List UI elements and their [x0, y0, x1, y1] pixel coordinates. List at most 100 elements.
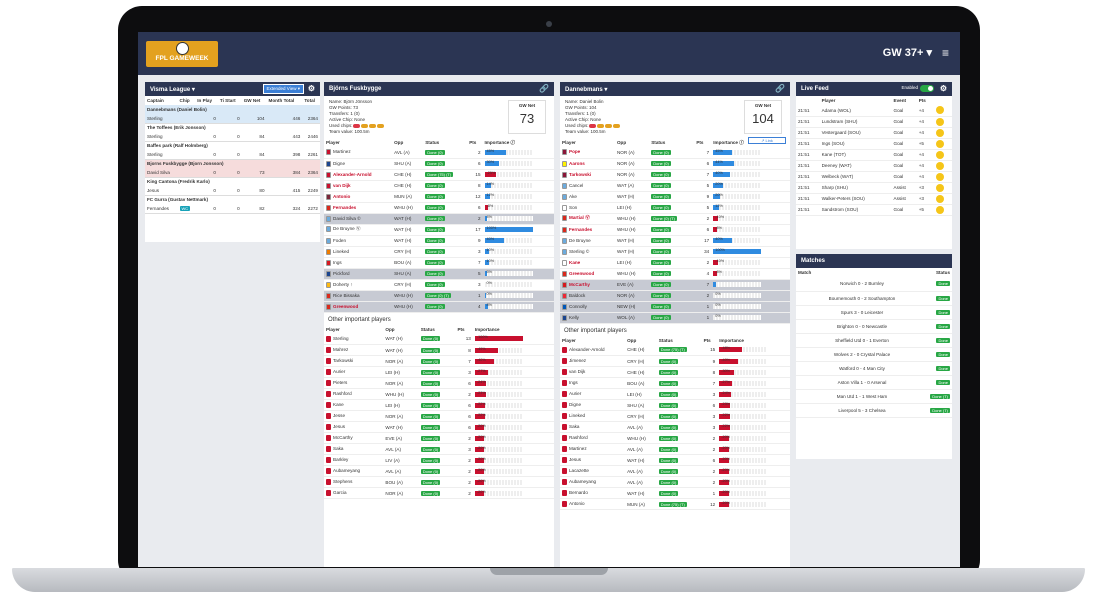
player-name[interactable]: Ings [324, 257, 393, 269]
extended-view-button[interactable]: Extended View ▾ [262, 84, 304, 94]
other-player-row[interactable]: McCarthy EVE (A) Done (0) 2 -20% [324, 432, 554, 444]
match-score[interactable]: Bournemouth 0 - 2 Southampton [796, 291, 928, 306]
player-name-text[interactable]: De Bruyne [569, 237, 591, 243]
other-player-row[interactable]: Digne SHU (A) Done (0) 6 -23% [560, 399, 790, 411]
player-name[interactable]: Martinez [324, 147, 393, 159]
match-row[interactable]: Norwich 0 - 2 Burnley Done [796, 277, 952, 292]
player-name[interactable]: Lineked [560, 410, 626, 422]
player-row[interactable]: Lineked CRY (H) Done (0) 3 10% [324, 246, 554, 258]
player-row[interactable]: De Bruyne WAT (H) Done (0) 17 40% [560, 235, 790, 247]
match-score[interactable]: Norwich 0 - 2 Burnley [796, 277, 928, 292]
league-team-row[interactable]: Bjorns Fuskbygge (Bjorn Jonsson) [145, 159, 320, 168]
other-player-row[interactable]: Rashford WHU (H) Done (0) 2 -20% [560, 432, 790, 444]
player-name[interactable]: Jesse [324, 410, 384, 422]
player-name[interactable]: Ake [560, 191, 615, 203]
match-score[interactable]: Spurs 3 - 0 Leicester [796, 305, 928, 320]
match-score[interactable]: Liverpool 5 - 3 Chelsea [796, 403, 928, 418]
player-name[interactable]: Foden [324, 235, 393, 247]
player-name-text[interactable]: Ings [333, 259, 342, 265]
player-name[interactable]: Aubameyang [324, 465, 384, 477]
player-name-text[interactable]: Kane [333, 402, 344, 408]
match-score[interactable]: Sheffield Utd 0 - 1 Everton [796, 333, 928, 348]
team-name[interactable]: FC Gurra (Gustav Nettmark) [147, 197, 209, 203]
player-name-text[interactable]: Saka [569, 424, 580, 430]
player-name[interactable]: David Silva © [324, 213, 393, 225]
other-player-row[interactable]: Jesus WAT (H) Done (0) 6 -20% [324, 421, 554, 433]
player-name-text[interactable]: Cancel [569, 182, 584, 188]
gear-icon[interactable]: ⚙ [939, 84, 947, 93]
other-player-row[interactable]: Jimenez CRY (H) Done (0) 9 -40% [560, 355, 790, 367]
player-row[interactable]: Foden WAT (H) Done (0) 9 40% [324, 235, 554, 247]
player-name-text[interactable]: De Bruyne Ⓥ [333, 226, 361, 232]
player-name[interactable]: Barkley [324, 454, 384, 466]
match-row[interactable]: Brighton 0 - 0 Newcastle Done [796, 319, 952, 334]
other-player-row[interactable]: Aubameyang AVL (A) Done (0) 2 -20% [560, 476, 790, 488]
player-name[interactable]: McCarthy [324, 432, 384, 444]
player-name-text[interactable]: Alexander-Arnold [333, 171, 372, 177]
player-name-text[interactable]: Mahrez [333, 347, 349, 353]
player-name-text[interactable]: Aurier [569, 391, 582, 397]
player-name-text[interactable]: Pope [569, 149, 581, 155]
player-row[interactable]: Greenwood WHU (H) Done (0) 4 8% [324, 301, 554, 313]
player-name[interactable]: Ings [560, 377, 626, 389]
player-name-text[interactable]: Digne [569, 402, 582, 408]
team-name[interactable]: Bjorns Fuskbygge (Bjorn Jonsson) [145, 159, 320, 168]
player-name-text[interactable]: Tarkowski [333, 358, 354, 364]
player-name-text[interactable]: Rashford [333, 391, 352, 397]
player-row[interactable]: Kane LEI (H) Done (0) 2 -10% [560, 257, 790, 269]
player-row[interactable]: Ake WAT (H) Done (0) 9 20% [560, 191, 790, 203]
player-row[interactable]: Baldock NOR (A) Done (0) 2 0% [560, 290, 790, 302]
player-name-text[interactable]: Greenwood [569, 270, 595, 276]
player-name[interactable]: Mahrez [324, 344, 384, 356]
player-name[interactable]: Greenwood [560, 268, 615, 280]
player-name[interactable]: Fernandes [324, 202, 393, 214]
player-name-text[interactable]: Garcia [333, 490, 347, 496]
team-name[interactable]: Dannebmans (Daniel Bolin) [145, 105, 320, 114]
player-name[interactable]: Saka [560, 421, 626, 433]
other-player-row[interactable]: Jesus WAT (H) Done (0) 6 -20% [560, 454, 790, 466]
player-row[interactable]: Rice Bissaka WHU (H) Done (0) (T) 1 0% [324, 290, 554, 302]
other-player-row[interactable]: Sterling WAT (H) Done (0) 13 -100% [324, 333, 554, 345]
other-player-row[interactable]: Saka AVL (A) Done (0) 3 -22% [560, 421, 790, 433]
player-name-text[interactable]: Doherty ↑ [333, 281, 353, 287]
other-player-row[interactable]: Aurier LEI (H) Done (0) 3 -27% [324, 366, 554, 378]
player-row[interactable]: Alexander-Arnold CHE (H) Done (75) (T) 15 -2… [324, 169, 554, 181]
player-name[interactable]: Antonio [560, 498, 626, 510]
player-name[interactable]: Jesus [324, 421, 384, 433]
player-row[interactable]: Pickford SHU (A) Done (0) 5 5% [324, 268, 554, 280]
match-row[interactable]: Spurs 3 - 0 Leicester Done [796, 305, 952, 320]
other-player-row[interactable]: Martinez AVL (A) Done (0) 2 -20% [560, 443, 790, 455]
other-player-row[interactable]: Ings BOU (A) Done (0) 7 -27% [560, 377, 790, 389]
other-player-row[interactable]: Aubameyang AVL (A) Done (0) 2 -20% [324, 465, 554, 477]
player-name-text[interactable]: Aubameyang [569, 479, 597, 485]
player-name[interactable]: Stephens [324, 476, 384, 488]
player-name-text[interactable]: Greenwood [333, 303, 359, 309]
match-row[interactable]: Sheffield Utd 0 - 1 Everton Done [796, 333, 952, 348]
player-name-text[interactable]: Martinez [569, 446, 587, 452]
player-name-text[interactable]: Lineked [333, 248, 350, 254]
player-name-text[interactable]: McCarthy [333, 435, 353, 441]
player-name[interactable]: Rashford [324, 388, 384, 400]
player-row[interactable]: Tarkowski NOR (A) Done (0) 7 40% [560, 169, 790, 181]
other-player-row[interactable]: Jesse NOR (A) Done (0) 6 -22% [324, 410, 554, 422]
other-player-row[interactable]: Mahrez WAT (H) Done (0) 8 -49% [324, 344, 554, 356]
other-player-row[interactable]: Lineked CRY (H) Done (0) 3 -22% [560, 410, 790, 422]
player-row[interactable]: Connolly NEW (H) Done (0) 1 0% [560, 301, 790, 313]
player-name-text[interactable]: McCarthy [569, 281, 590, 287]
live-toggle[interactable] [920, 85, 934, 92]
player-name[interactable]: Sterling © [560, 246, 615, 258]
player-name[interactable]: Digne [324, 158, 393, 170]
player-name-text[interactable]: Jesus [333, 424, 346, 430]
player-name[interactable]: Saka [324, 443, 384, 455]
player-name-text[interactable]: Stephens [333, 479, 353, 485]
player-name[interactable]: Tarkowski [324, 355, 384, 367]
player-row[interactable]: Digne SHU (A) Done (0) 6 30% [324, 158, 554, 170]
player-name-text[interactable]: Ings [569, 380, 578, 386]
other-player-row[interactable]: Bernardo WAT (H) Done (0) 1 -20% [560, 487, 790, 499]
player-name[interactable]: Digne [560, 399, 626, 411]
match-score[interactable]: Watford 0 - 4 Man City [796, 361, 928, 376]
player-name[interactable]: Aurier [324, 366, 384, 378]
player-name[interactable]: Rice Bissaka [324, 290, 393, 302]
other-player-row[interactable]: Lacazette AVL (A) Done (0) 2 -20% [560, 465, 790, 477]
match-row[interactable]: Bournemouth 0 - 2 Southampton Done [796, 291, 952, 306]
